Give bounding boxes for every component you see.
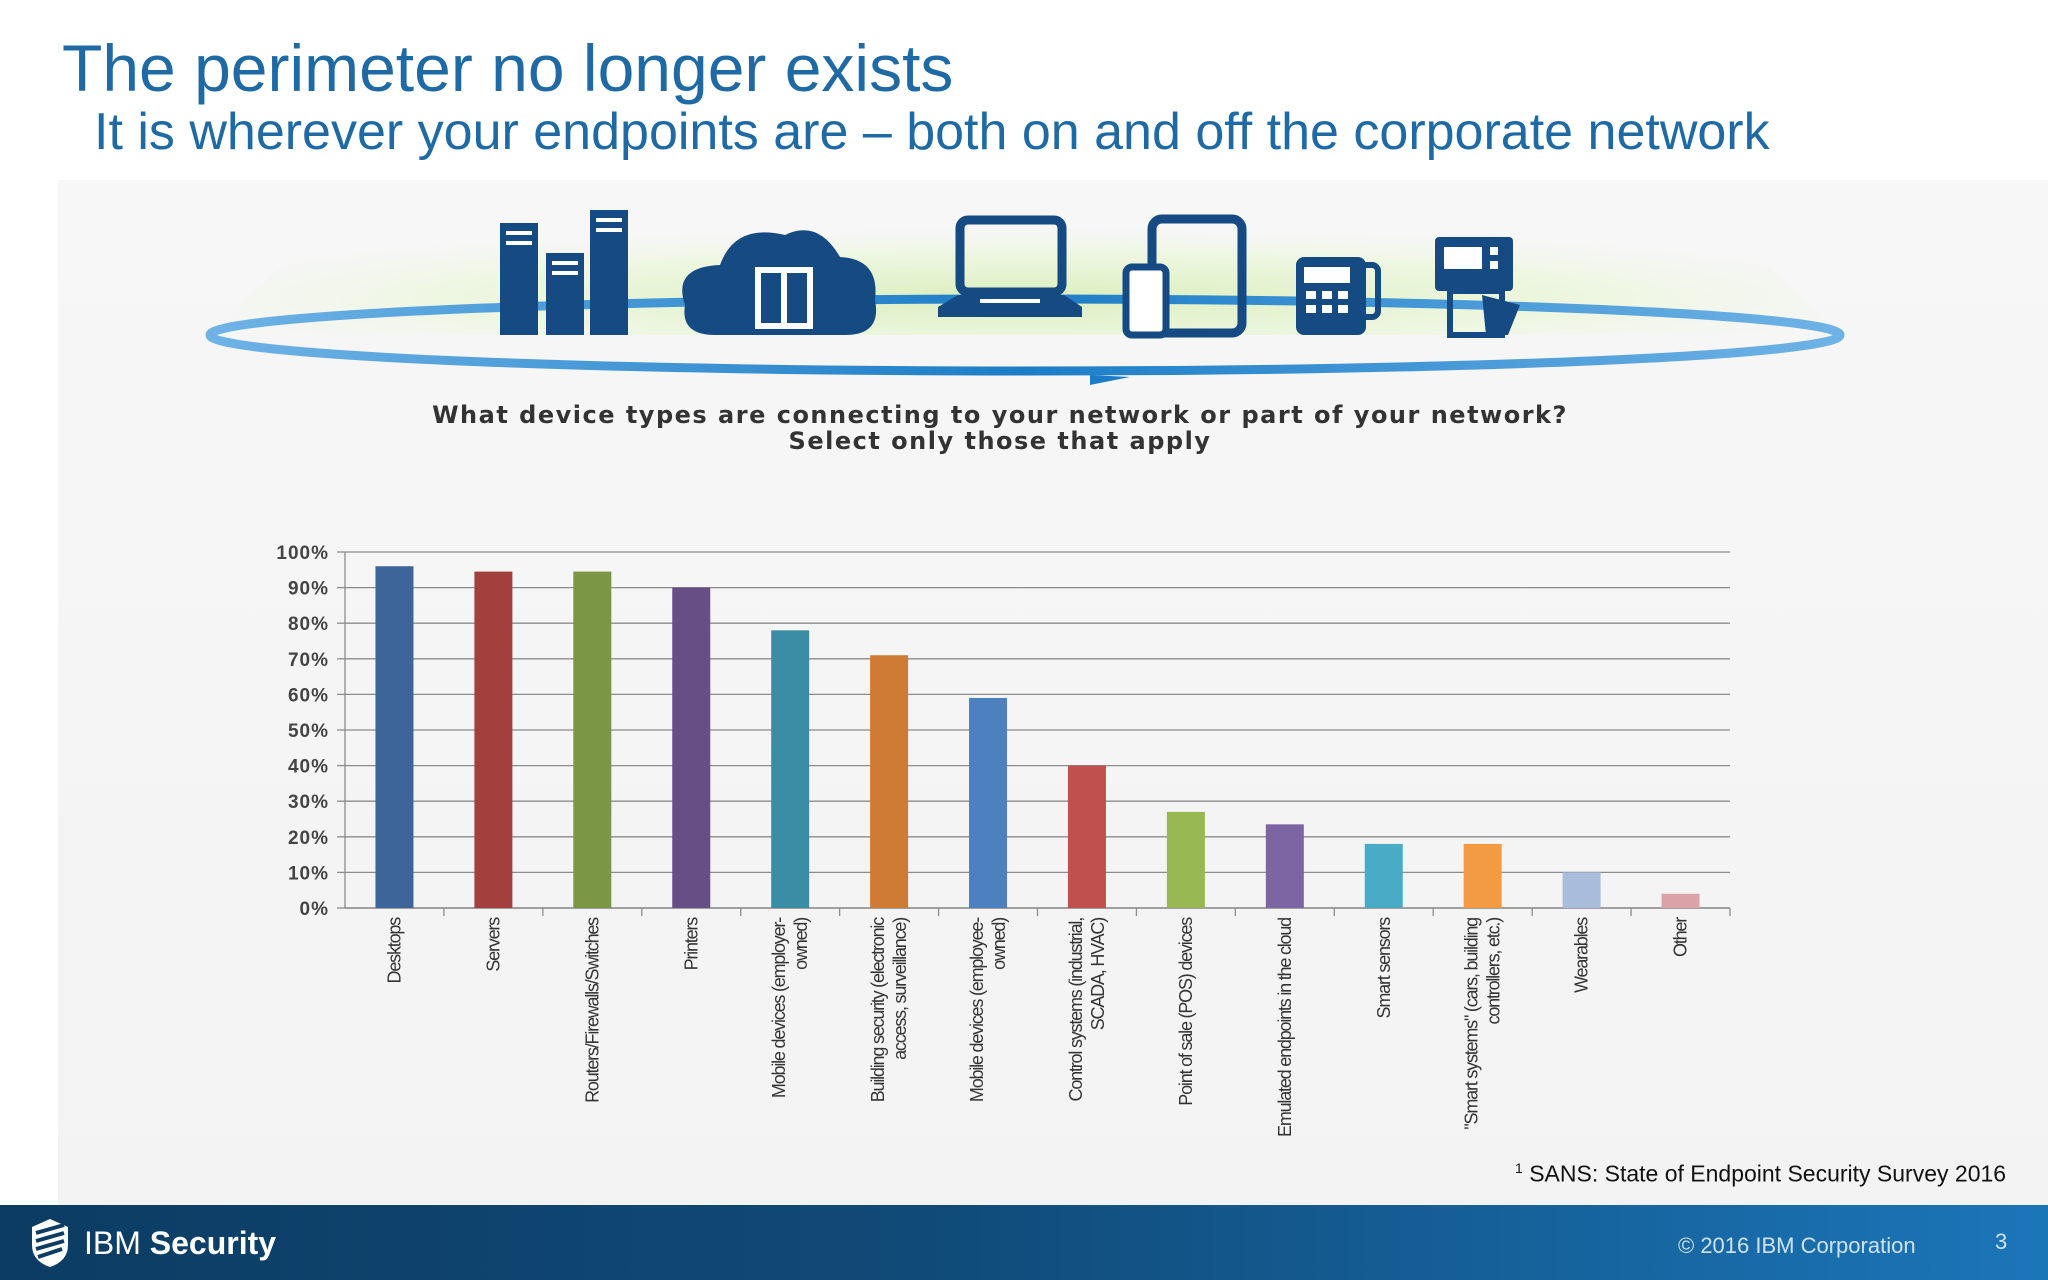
question-line-1: What device types are connecting to your…	[432, 401, 1568, 429]
mobile-tablet-icon	[1122, 214, 1247, 339]
x-tick-label-line: Other	[1671, 917, 1691, 957]
x-tick-label-line: Servers	[483, 917, 503, 972]
x-tick-label-line: SCADA, HVAC)	[1088, 918, 1108, 1030]
y-tick-label: 30%	[288, 792, 329, 813]
y-tick-label: 60%	[288, 685, 329, 706]
x-tick-label: Control systems (industrial, SCADA, HVAC)	[1066, 918, 1108, 1102]
x-tick-label: Point of sale (POS) devices	[1176, 917, 1196, 1106]
y-tick-label: 70%	[288, 650, 329, 671]
x-tick-label-line: Printers	[681, 917, 701, 971]
x-tick-label-line: Building security (electronic	[868, 917, 888, 1102]
bar	[1364, 843, 1403, 908]
y-tick-label: 80%	[288, 614, 329, 635]
x-tick-label: Wearables	[1572, 917, 1592, 993]
x-tick-label-line: Point of sale (POS) devices	[1176, 917, 1196, 1106]
x-tick-label: Servers	[483, 917, 503, 972]
x-tick-label-line: owned)	[989, 918, 1009, 970]
footnote: 1 SANS: State of Endpoint Security Surve…	[1515, 1160, 2006, 1188]
servers-icon	[500, 210, 628, 335]
slide-title: The perimeter no longer exists	[62, 31, 954, 105]
device-banner	[205, 210, 1845, 385]
y-tick-label: 50%	[288, 721, 329, 742]
brand-regular: IBM	[84, 1224, 150, 1261]
brand-bold: Security	[149, 1224, 277, 1261]
x-tick-label: Desktops	[384, 917, 404, 984]
bar	[375, 566, 414, 908]
bar	[1265, 824, 1304, 908]
device-types-bar-chart: 0% 10% 20% 30% 40% 50% 60% 70% 80% 90% 100% Desktop…	[276, 543, 1731, 1137]
atm-icon	[1435, 237, 1520, 338]
bar	[573, 571, 612, 908]
question-line-2: Select only those that apply	[788, 427, 1212, 455]
x-tick-label: "Smart systems" (cars, building controlle…	[1462, 918, 1504, 1130]
footnote-marker: 1	[1515, 1160, 1523, 1176]
y-tick-label: 90%	[288, 579, 329, 600]
slide-subtitle: It is wherever your endpoints are – both…	[94, 103, 1770, 161]
x-tick-label: Printers	[681, 917, 701, 971]
y-tick-label: 10%	[288, 863, 329, 884]
bar	[969, 697, 1008, 908]
bar	[474, 571, 513, 908]
cloud-datacenter-icon	[682, 230, 877, 335]
x-tick-label-line: Control systems (industrial,	[1066, 918, 1086, 1102]
bar	[870, 655, 909, 908]
x-tick-label: Routers/Firewalls/Switches	[582, 917, 602, 1103]
bar	[1661, 893, 1700, 908]
brand-name: IBM Security	[84, 1225, 276, 1262]
x-tick-label-line: access, surveillance)	[890, 918, 910, 1060]
y-tick-label: 100%	[276, 543, 329, 564]
x-tick-label-line: Wearables	[1572, 917, 1592, 993]
ibm-security-shield-icon	[32, 1219, 68, 1267]
y-tick-label: 20%	[288, 828, 329, 849]
bar	[771, 630, 810, 908]
x-tick-label-line: Mobile devices (employee-	[967, 917, 987, 1102]
x-tick-label: Building security (electronic access, sur…	[868, 917, 910, 1102]
bar	[1067, 765, 1106, 908]
bar	[1463, 843, 1502, 908]
footnote-text: SANS: State of Endpoint Security Survey …	[1529, 1160, 2007, 1187]
x-tick-label: Mobile devices (employer-owned)	[769, 917, 811, 1098]
copyright: © 2016 IBM Corporation	[1678, 1233, 1916, 1258]
x-tick-label-line: "Smart systems" (cars, building	[1462, 918, 1482, 1130]
x-tick-label-line: Desktops	[384, 917, 404, 984]
survey-question: What device types are connecting to your…	[300, 402, 1700, 454]
x-tick-label-line: Emulated endpoints in the cloud	[1275, 918, 1295, 1137]
ring-arrow-icon	[1090, 375, 1130, 385]
payment-terminal-icon	[1296, 257, 1381, 335]
bar	[1562, 872, 1601, 908]
y-tick-label: 0%	[300, 899, 329, 920]
footer-bar: IBM Security © 2016 IBM Corporation 3	[0, 1205, 2048, 1280]
x-tick-label-line: owned)	[791, 918, 811, 970]
x-tick-label-line: Smart sensors	[1374, 917, 1394, 1019]
x-tick-label-line: Routers/Firewalls/Switches	[582, 917, 602, 1103]
bar	[672, 587, 711, 908]
x-tick-label: Mobile devices (employee-owned)	[967, 917, 1009, 1102]
laptop-icon	[938, 215, 1082, 317]
ibm-security-logo: IBM Security	[30, 1217, 276, 1269]
x-tick-label: Emulated endpoints in the cloud	[1275, 918, 1295, 1137]
x-tick-label: Smart sensors	[1374, 917, 1394, 1019]
page-number: 3	[1995, 1229, 2008, 1254]
x-tick-label-line: controllers, etc.)	[1484, 918, 1504, 1025]
x-tick-label-line: Mobile devices (employer-	[769, 917, 789, 1098]
y-tick-label: 40%	[288, 757, 329, 778]
x-tick-label: Other	[1671, 917, 1691, 957]
bar	[1166, 811, 1205, 908]
